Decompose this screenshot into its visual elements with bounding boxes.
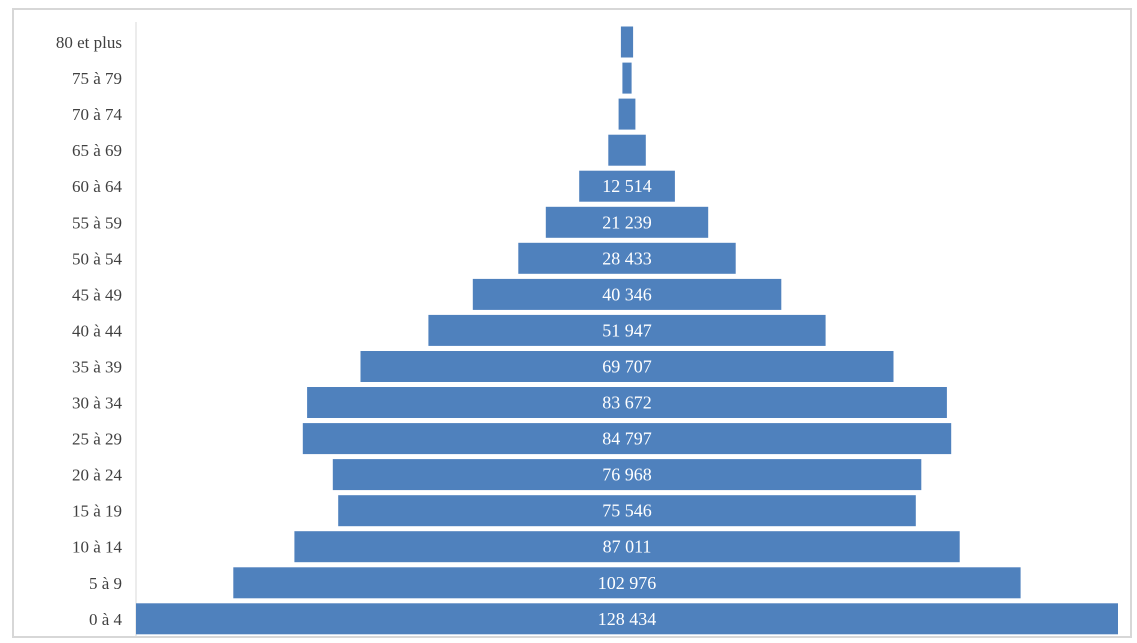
category-label: 40 à 44 [72,321,123,340]
category-label: 80 et plus [56,33,122,52]
data-label: 21 239 [602,212,652,232]
bar-2 [618,98,636,130]
bar-13 [338,495,916,527]
category-label: 0 à 4 [89,610,123,629]
bar-0 [620,26,634,58]
data-label: 75 546 [602,501,652,521]
bar-14 [294,531,960,563]
category-label: 50 à 54 [72,249,123,268]
bar-3 [608,134,646,166]
data-label: 128 434 [598,609,657,629]
bar-10 [307,387,947,418]
category-label: 35 à 39 [72,358,122,377]
bar-15 [233,567,1021,599]
bar-6 [518,242,736,274]
category-label: 65 à 69 [72,141,122,160]
data-label: 83 672 [602,393,652,413]
bar-7 [472,278,782,310]
bar-8 [428,314,826,346]
category-label: 10 à 14 [72,538,123,557]
data-label: 28 433 [602,248,652,268]
bar-9 [360,351,894,382]
data-label: 102 976 [598,573,657,593]
data-label: 40 346 [602,284,652,304]
category-label: 60 à 64 [72,177,123,196]
data-label: 84 797 [602,429,652,449]
category-label: 20 à 24 [72,466,123,485]
category-label: 75 à 79 [72,69,122,88]
category-label: 15 à 19 [72,502,122,521]
data-label: 76 968 [602,465,652,485]
category-label: 25 à 29 [72,430,122,449]
category-label: 45 à 49 [72,285,122,304]
category-label: 30 à 34 [72,394,123,413]
bar-12 [332,459,922,491]
data-label: 12 514 [602,176,652,196]
category-label: 55 à 59 [72,213,122,232]
data-label: 69 707 [602,357,652,377]
data-label: 51 947 [602,320,652,340]
bar-16 [136,603,1118,635]
category-label: 70 à 74 [72,105,123,124]
bar-5 [545,206,709,238]
bar-11 [302,423,952,455]
data-label: 87 011 [603,537,652,557]
bar-4 [579,170,675,202]
bar-1 [622,62,632,94]
category-label: 5 à 9 [89,574,122,593]
